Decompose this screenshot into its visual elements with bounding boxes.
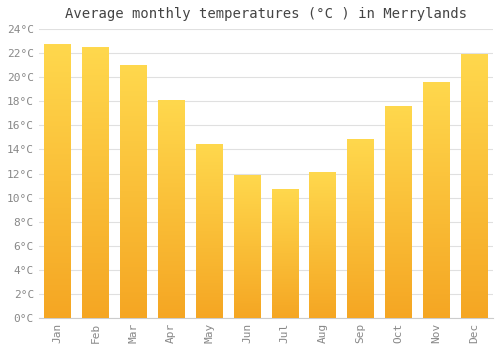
Bar	[44, 45, 71, 318]
Bar	[158, 100, 184, 318]
Bar	[461, 54, 487, 318]
Bar	[82, 47, 109, 318]
Bar	[120, 65, 146, 318]
Bar	[234, 176, 260, 318]
Bar	[423, 82, 450, 318]
Bar	[385, 106, 411, 318]
Bar	[310, 172, 336, 318]
Bar	[348, 140, 374, 318]
Bar	[272, 189, 298, 318]
Bar	[196, 145, 222, 318]
Title: Average monthly temperatures (°C ) in Merrylands: Average monthly temperatures (°C ) in Me…	[65, 7, 467, 21]
